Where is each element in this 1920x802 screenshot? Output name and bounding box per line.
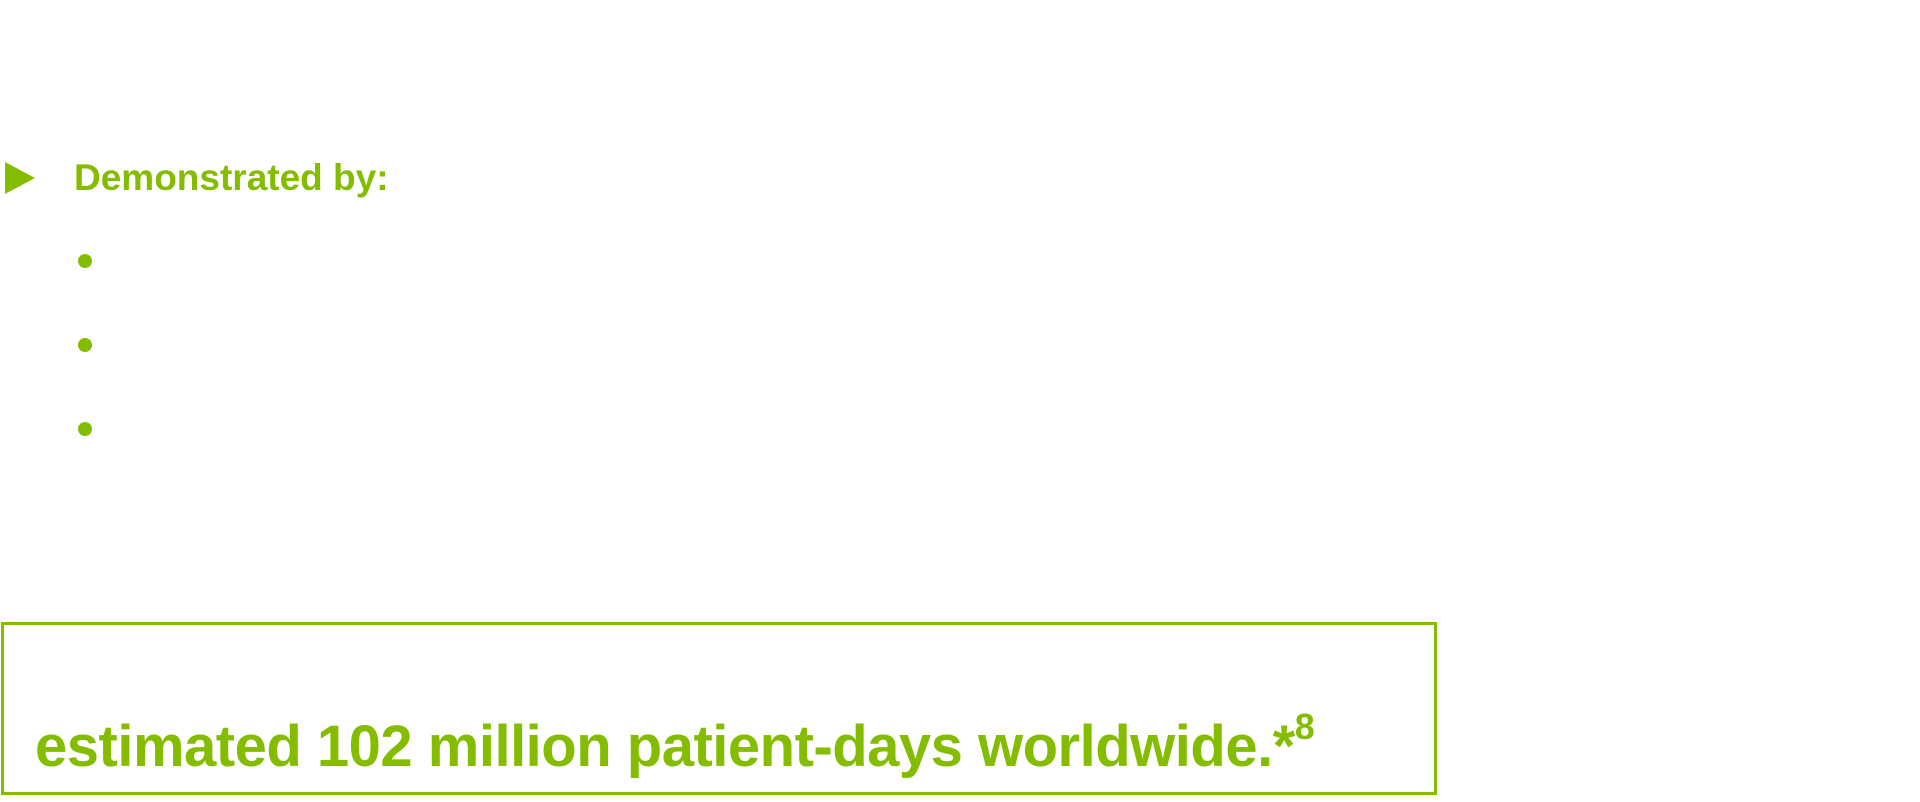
bullet-point-icon [78,338,92,352]
callout-box [1,622,1437,795]
section-arrow-icon [5,162,35,194]
footnote-reference: 8 [1294,706,1315,747]
section-heading: Demonstrated by: [74,157,389,198]
bullet-point-icon [78,254,92,268]
callout-text: estimated 102 million patient-days world… [35,709,1315,781]
bullet-point-icon [78,422,92,436]
callout-main-text: estimated 102 million patient-days world… [35,714,1295,779]
